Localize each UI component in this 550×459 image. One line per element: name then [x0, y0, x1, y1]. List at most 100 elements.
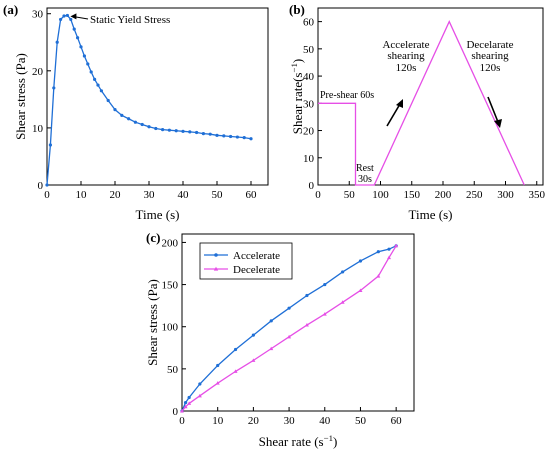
- y-tick-label: 100: [162, 322, 179, 334]
- panel-a-series-point: [96, 83, 100, 87]
- panel-a-series-point: [65, 13, 69, 18]
- plot-frame-c: [181, 233, 415, 412]
- panel-c-accelerate-point: [305, 293, 309, 298]
- y-tick-label: 10: [303, 153, 315, 165]
- panel-c-accelerate-point: [233, 347, 238, 352]
- panel-b-annotation-rest-duration: 30s: [358, 174, 372, 185]
- panel-c-decelerate-point: [180, 409, 184, 413]
- panel-b-annotation-decelerate-shearing: shearing: [471, 50, 509, 62]
- panel-b-down-arrowhead: [494, 119, 502, 128]
- y-tick-label: 30: [303, 98, 315, 110]
- panel-c-decelerate-point: [215, 381, 220, 385]
- panel-b-down-arrow: [487, 96, 499, 123]
- x-tick-label: 40: [319, 415, 331, 427]
- panel-a-series-point: [82, 54, 86, 58]
- y-tick-label: 10: [32, 123, 44, 135]
- panel-c-accelerate-point: [269, 319, 273, 323]
- legend-marker-0: [214, 253, 218, 257]
- x-tick-label: 60: [246, 189, 258, 201]
- y-tick-label: 20: [303, 126, 315, 138]
- panel-c-decelerate-point: [287, 334, 292, 339]
- panel-a-series-point: [222, 134, 226, 138]
- panel-c-decelerate-point: [187, 401, 192, 405]
- panel-c-decelerate-point: [340, 300, 345, 304]
- x-tick-label: 200: [435, 189, 452, 201]
- panel-a-series-point: [195, 130, 199, 135]
- panel-a-series-point: [154, 126, 158, 131]
- panel-c-decelerate-point: [197, 393, 202, 398]
- panel-c-accelerate-point: [251, 333, 255, 337]
- x-tick-label: 350: [529, 189, 546, 201]
- y-tick-label: 0: [173, 406, 179, 418]
- panel-b-annotation-rest: Rest: [356, 163, 374, 174]
- panel-a-series-point: [147, 125, 151, 129]
- panel-a-series-point: [62, 14, 66, 18]
- panel-a-series-point: [93, 77, 97, 81]
- panel-c-decelerate-point: [233, 369, 238, 373]
- panel-c-y-axis-label: Shear stress (Pa): [145, 279, 160, 366]
- panel-a-series-point: [59, 17, 63, 22]
- x-tick-label: 100: [372, 189, 389, 201]
- panel-a-series-point: [76, 36, 80, 40]
- x-tick-label: 40: [178, 189, 190, 201]
- panel-a-series-point: [113, 108, 117, 112]
- panel-b-annotation-preshear: Pre-shear 60s: [320, 90, 374, 101]
- panel-a-series-line: [46, 14, 252, 186]
- panel-c-decelerate-point: [251, 358, 256, 362]
- panel-c-accelerate-point: [323, 282, 327, 287]
- x-tick-label: 20: [110, 189, 122, 201]
- panel-c-decelerate-point: [322, 312, 327, 316]
- panel-c-accelerate-point: [387, 247, 391, 251]
- panel-a-x-axis-label: Time (s): [136, 207, 180, 222]
- panel-a-series-point: [72, 27, 76, 31]
- panel-a-series-point: [99, 89, 103, 93]
- panel-b-x-axis-label: Time (s): [409, 207, 453, 222]
- panel-c-accelerate-point: [187, 395, 191, 400]
- y-tick-label: 50: [303, 44, 315, 56]
- x-tick-label: 30: [144, 189, 156, 201]
- x-tick-label: 0: [44, 189, 50, 201]
- x-tick-label: 250: [466, 189, 483, 201]
- legend-label-0: Accelerate: [233, 250, 280, 262]
- panel-a-series-point: [181, 129, 185, 133]
- x-tick-label: 0: [315, 189, 321, 201]
- x-tick-label: 300: [497, 189, 514, 201]
- panel-a-series-point: [86, 62, 90, 66]
- panel-a-series-point: [79, 45, 83, 49]
- panel-c-x-axis-label: Shear rate (s−1): [259, 433, 338, 449]
- panel-c-legend: [199, 242, 293, 280]
- x-tick-label: 20: [248, 415, 260, 427]
- y-tick-label: 50: [167, 364, 179, 376]
- panel-c-accelerate-line: [181, 245, 397, 412]
- panel-b-y-axis-label: Shear rate(s−1): [289, 59, 305, 134]
- plot-frame-b: [317, 7, 544, 186]
- panel-a-series-point: [48, 143, 53, 147]
- panel-a-label: (a): [3, 2, 18, 17]
- plot-frame-a: [46, 7, 269, 186]
- panel-c-decelerate-point: [358, 288, 363, 292]
- panel-c-decelerate-point: [304, 323, 309, 327]
- panel-c-decelerate-point: [394, 243, 399, 248]
- panel-c-decelerate-point: [387, 255, 392, 260]
- panel-c-decelerate-point: [269, 346, 274, 351]
- x-tick-label: 150: [404, 189, 421, 201]
- panel-b-label: (b): [289, 2, 305, 17]
- panel-b-series-line: [318, 20, 525, 186]
- panel-c-decelerate-line: [181, 245, 397, 412]
- panel-a-series-point: [55, 40, 59, 44]
- panel-a-y-axis-label: Shear stress (Pa): [13, 53, 28, 140]
- panel-c-decelerate-point: [183, 404, 188, 409]
- panel-a-series-point: [229, 134, 233, 139]
- legend-label-1: Decelerate: [233, 264, 280, 276]
- panel-a-series-point: [167, 128, 171, 132]
- panel-a-series-point: [140, 122, 144, 127]
- panel-a-series-point: [201, 132, 205, 136]
- panel-a-series-point: [242, 136, 246, 140]
- panel-a-series-point: [52, 86, 56, 90]
- x-tick-label: 50: [212, 189, 224, 201]
- y-tick-label: 20: [32, 66, 44, 78]
- panel-a-series-point: [127, 117, 131, 121]
- panel-c-accelerate-point: [376, 250, 380, 254]
- panel-a-series-point: [188, 130, 192, 134]
